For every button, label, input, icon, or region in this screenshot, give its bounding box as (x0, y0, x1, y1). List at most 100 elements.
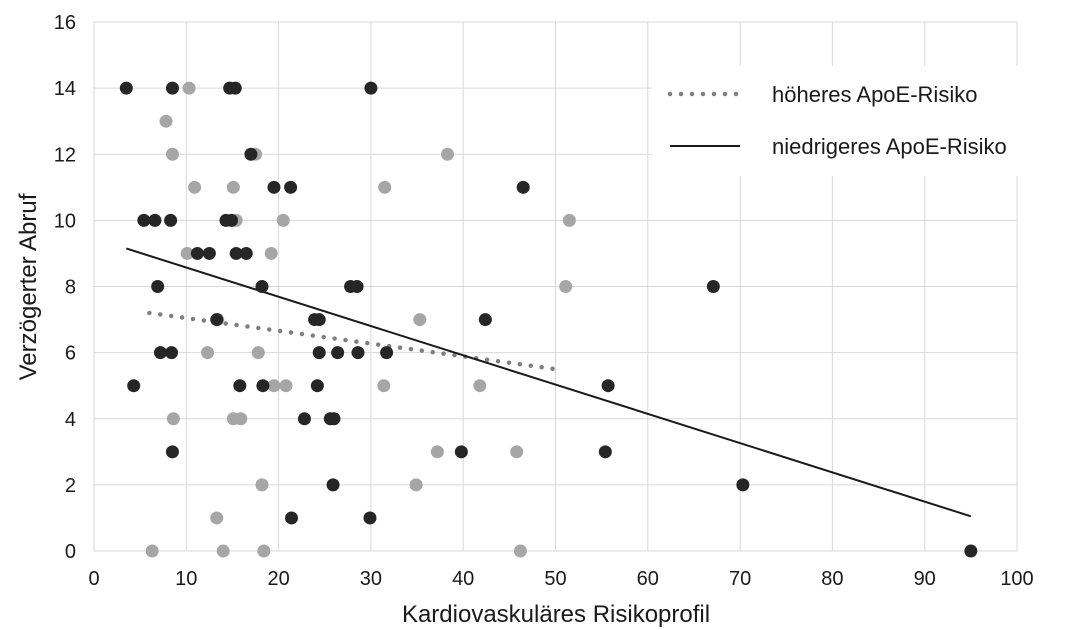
data-point-series-1 (145, 544, 159, 558)
data-point-series-2 (380, 346, 394, 360)
data-point-series-2 (255, 280, 269, 293)
data-point-series-2 (326, 478, 340, 492)
data-point-series-2 (284, 180, 298, 194)
data-point-series-2 (165, 346, 179, 360)
data-point-series-2 (297, 412, 311, 426)
data-point-series-2 (312, 313, 326, 327)
data-point-series-2 (363, 511, 377, 525)
tick-labels: 0 10 20 30 40 50 60 70 80 90 100 0 2 4 6 8 10 12 14 16 (54, 12, 1034, 590)
data-point-series-1 (165, 147, 179, 161)
data-point-series-1 (430, 445, 444, 459)
data-points (119, 81, 978, 558)
data-point-series-1 (441, 147, 455, 161)
y-tick-label: 16 (54, 12, 76, 34)
data-point-series-1 (210, 511, 224, 525)
data-point-series-1 (267, 379, 281, 393)
data-point-series-2 (190, 246, 204, 260)
data-point-series-2 (310, 379, 324, 393)
data-point-series-1 (201, 346, 215, 360)
legend-background (652, 66, 1022, 176)
data-point-series-1 (413, 313, 427, 327)
data-point-series-2 (598, 445, 612, 459)
data-point-series-2 (228, 81, 242, 95)
data-point-series-2 (233, 379, 247, 393)
x-tick-label: 60 (637, 568, 659, 590)
data-point-series-1 (264, 246, 278, 260)
data-point-series-1 (216, 544, 230, 558)
data-point-series-2 (454, 445, 468, 459)
y-tick-label: 2 (65, 475, 76, 497)
data-point-series-2 (148, 213, 162, 227)
data-point-series-1 (562, 213, 576, 227)
trendlines (126, 247, 972, 518)
data-point-series-2 (137, 213, 151, 227)
data-point-series-2 (202, 246, 216, 260)
data-point-series-1 (226, 180, 240, 194)
data-point-series-1 (234, 412, 248, 426)
data-point-series-2 (327, 412, 341, 426)
data-point-series-2 (351, 346, 365, 360)
data-point-series-2 (706, 280, 720, 293)
x-tick-label: 40 (452, 568, 474, 590)
data-point-series-1 (377, 379, 391, 393)
data-point-series-2 (164, 213, 178, 227)
data-point-series-2 (127, 379, 141, 393)
data-point-series-1 (559, 280, 573, 293)
data-point-series-1 (473, 379, 487, 393)
data-point-series-2 (331, 346, 345, 360)
y-tick-label: 4 (65, 409, 76, 431)
data-point-series-1 (166, 412, 180, 426)
x-tick-label: 0 (88, 568, 99, 590)
data-point-series-2 (151, 280, 165, 293)
data-point-series-2 (516, 180, 530, 194)
data-point-series-1 (378, 180, 392, 194)
data-point-series-2 (165, 81, 179, 95)
data-point-series-2 (256, 379, 270, 393)
data-point-series-2 (165, 445, 179, 459)
data-point-series-1 (188, 180, 202, 194)
y-tick-label: 14 (54, 78, 76, 100)
data-point-series-1 (255, 478, 269, 492)
data-point-series-2 (312, 346, 326, 360)
x-tick-label: 30 (360, 568, 382, 590)
data-point-series-2 (244, 147, 258, 161)
data-point-series-1 (159, 114, 173, 128)
x-tick-label: 100 (1000, 568, 1033, 590)
data-point-series-2 (225, 213, 239, 227)
data-point-series-2 (964, 544, 978, 558)
x-tick-label: 10 (175, 568, 197, 590)
data-point-series-2 (210, 313, 224, 327)
x-tick-label: 20 (267, 568, 289, 590)
data-point-series-1 (276, 213, 290, 227)
legend: höheres ApoE-Risiko niedrigeres ApoE-Risi… (652, 66, 1022, 176)
data-point-series-1 (251, 346, 265, 360)
data-point-series-2 (153, 346, 167, 360)
data-point-series-1 (279, 379, 293, 393)
data-point-series-2 (736, 478, 750, 492)
data-point-series-2 (239, 246, 253, 260)
y-tick-label: 12 (54, 144, 76, 166)
data-point-series-2 (601, 379, 615, 393)
x-axis-title: Kardiovaskuläres Risikoprofil (402, 601, 710, 628)
y-tick-label: 6 (65, 343, 76, 365)
data-point-series-1 (510, 445, 524, 459)
x-tick-label: 80 (821, 568, 843, 590)
data-point-series-2 (285, 511, 299, 525)
x-tick-label: 90 (914, 568, 936, 590)
data-point-series-1 (513, 544, 527, 558)
y-tick-label: 10 (54, 210, 76, 232)
y-axis-title: Verzögerter Abruf (15, 193, 42, 380)
data-point-series-2 (119, 81, 133, 95)
trendline-series-2 (126, 247, 972, 518)
trendline-series-1 (147, 310, 558, 372)
data-point-series-2 (478, 313, 492, 327)
legend-label-series-1: höheres ApoE-Risiko (772, 82, 977, 107)
data-point-series-1 (180, 246, 194, 260)
data-point-series-2 (229, 246, 243, 260)
legend-label-series-2: niedrigeres ApoE-Risiko (772, 134, 1007, 159)
data-point-series-2 (364, 81, 378, 95)
y-tick-label: 8 (65, 277, 76, 299)
data-point-series-2 (350, 280, 364, 293)
data-point-series-1 (409, 478, 423, 492)
